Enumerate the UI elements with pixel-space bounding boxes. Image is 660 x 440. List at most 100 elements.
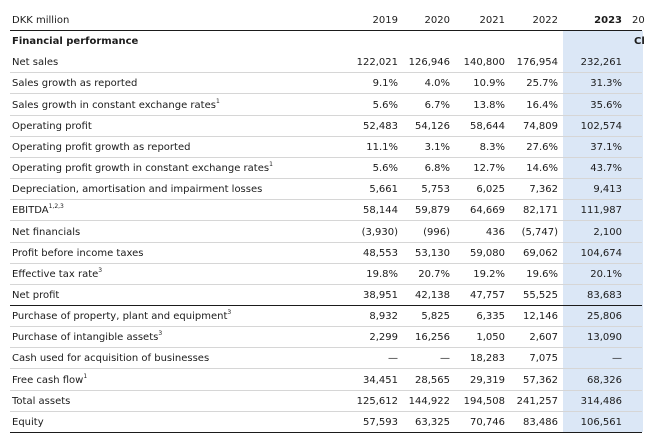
row-label: Profit before income taxes [12,247,143,261]
cell-value: 55,525 [523,289,558,301]
cell-value: 13.8% [473,99,505,111]
footnote-mark: 1 [269,161,273,169]
cell-value: 38,951 [363,289,398,301]
cell-value: 14.6% [526,163,558,175]
row-label: Purchase of property, plant and equipmen… [12,310,231,324]
label-text: Net sales [12,57,59,69]
cell-value: 47,757 [470,289,505,301]
cell-value: 18,283 [470,353,505,365]
label-text: Equity [12,416,44,428]
cell-value: 232,261 [580,57,622,69]
cell-value: 63,325 [415,416,450,428]
label-text: Sales growth in constant exchange rates [12,99,216,111]
cell-value: 5,825 [421,311,450,323]
row-separator [10,114,642,116]
row-label: Cash used for acquisition of businesses [12,352,209,366]
label-text: Purchase of property, plant and equipmen… [12,311,228,323]
cell-value: 126,946 [408,57,450,69]
label-text: Net profit [12,289,60,301]
cell-value: 5,661 [369,184,398,196]
cell-value: 7,075 [529,353,558,365]
cell-value: 5.6% [372,99,398,111]
footnote-mark: 1 [215,97,220,105]
label-text: Purchase of intangible assets [12,332,159,344]
row-separator [10,220,642,222]
row-separator [10,93,642,95]
cell-value: (996) [423,226,450,238]
cell-value: (3,930) [361,226,398,238]
footnote-mark: 1 [83,372,88,380]
cell-value: 37.1% [590,141,622,153]
row-label: Depreciation, amortisation and impairmen… [12,183,262,197]
row-separator [10,178,642,180]
cell-value: 20.1% [590,268,622,280]
footnote-mark: 3 [227,309,232,317]
row-label: Sales growth as reported [12,77,137,91]
cell-value: 19.2% [473,268,505,280]
row-separator [10,304,642,306]
row-label: Operating profit growth in constant exch… [12,162,273,176]
cell-value: 194,508 [463,395,505,407]
cell-value: 6,025 [476,184,505,196]
label-text: Sales growth as reported [12,78,138,90]
cell-value: 54,126 [415,120,450,132]
cell-value: 102,574 [580,120,622,132]
label-text: Effective tax rate [12,268,99,280]
cell-value: 28,565 [415,374,450,386]
cell-value: 314,486 [580,395,622,407]
cell-value: 83,683 [587,289,622,301]
cell-value: 27.6% [526,141,558,153]
label-text: Depreciation, amortisation and impairmen… [12,184,263,196]
cell-value: 74,809 [523,120,558,132]
header-line [10,30,642,31]
label-text: Cash used for acquisition of businesses [12,353,210,365]
row-separator [10,389,642,391]
row-label: Net profit [12,289,59,303]
cell-value: 70,746 [470,416,505,428]
cell-value: 10.9% [473,78,505,90]
cell-value: 176,954 [516,57,558,69]
label-text: Operating profit [12,120,92,132]
cell-value: 9.1% [372,78,398,90]
cell-value: 11.1% [366,141,398,153]
cell-value: — [440,353,450,365]
cell-value: — [388,353,398,365]
row-label: Net financials [12,226,80,240]
cut-text: Cl [634,36,645,48]
row-label: Effective tax rate3 [12,267,102,282]
cell-value: 57,362 [523,374,558,386]
highlight-column [563,31,643,432]
cell-value: 13,090 [587,332,622,344]
row-separator [10,262,642,264]
cell-value: 25.7% [526,78,558,90]
label-text: Operating profit growth as reported [12,141,191,153]
cell-value: 7,362 [529,184,558,196]
row-separator [10,156,642,158]
cell-value: 104,674 [580,247,622,259]
cell-value: 48,553 [363,247,398,259]
footnote-mark: 3 [158,330,163,338]
cell-value: 34,451 [363,374,398,386]
cell-value: 16.4% [526,99,558,111]
label-text: EBITDA [12,205,49,217]
cell-value: 19.8% [366,268,398,280]
cell-value: 122,021 [356,57,398,69]
row-label: Net sales [12,56,58,70]
cell-value: 12.7% [473,163,505,175]
header-label: DKK million [12,15,70,26]
cell-value: 29,319 [470,374,505,386]
cell-value: 31.3% [590,78,622,90]
row-label: Free cash flow1 [12,372,88,388]
row-separator [10,431,642,433]
cell-value: 43.7% [590,163,622,175]
cell-value: 59,080 [470,247,505,259]
row-separator [10,72,642,74]
label-text: Net financials [12,226,81,238]
cell-value: 19.6% [526,268,558,280]
year-header: 2019 [372,15,398,26]
cell-value: 53,130 [415,247,450,259]
row-separator [10,241,642,243]
cell-value: 3.1% [424,141,450,153]
cell-value: 2,100 [593,226,622,238]
